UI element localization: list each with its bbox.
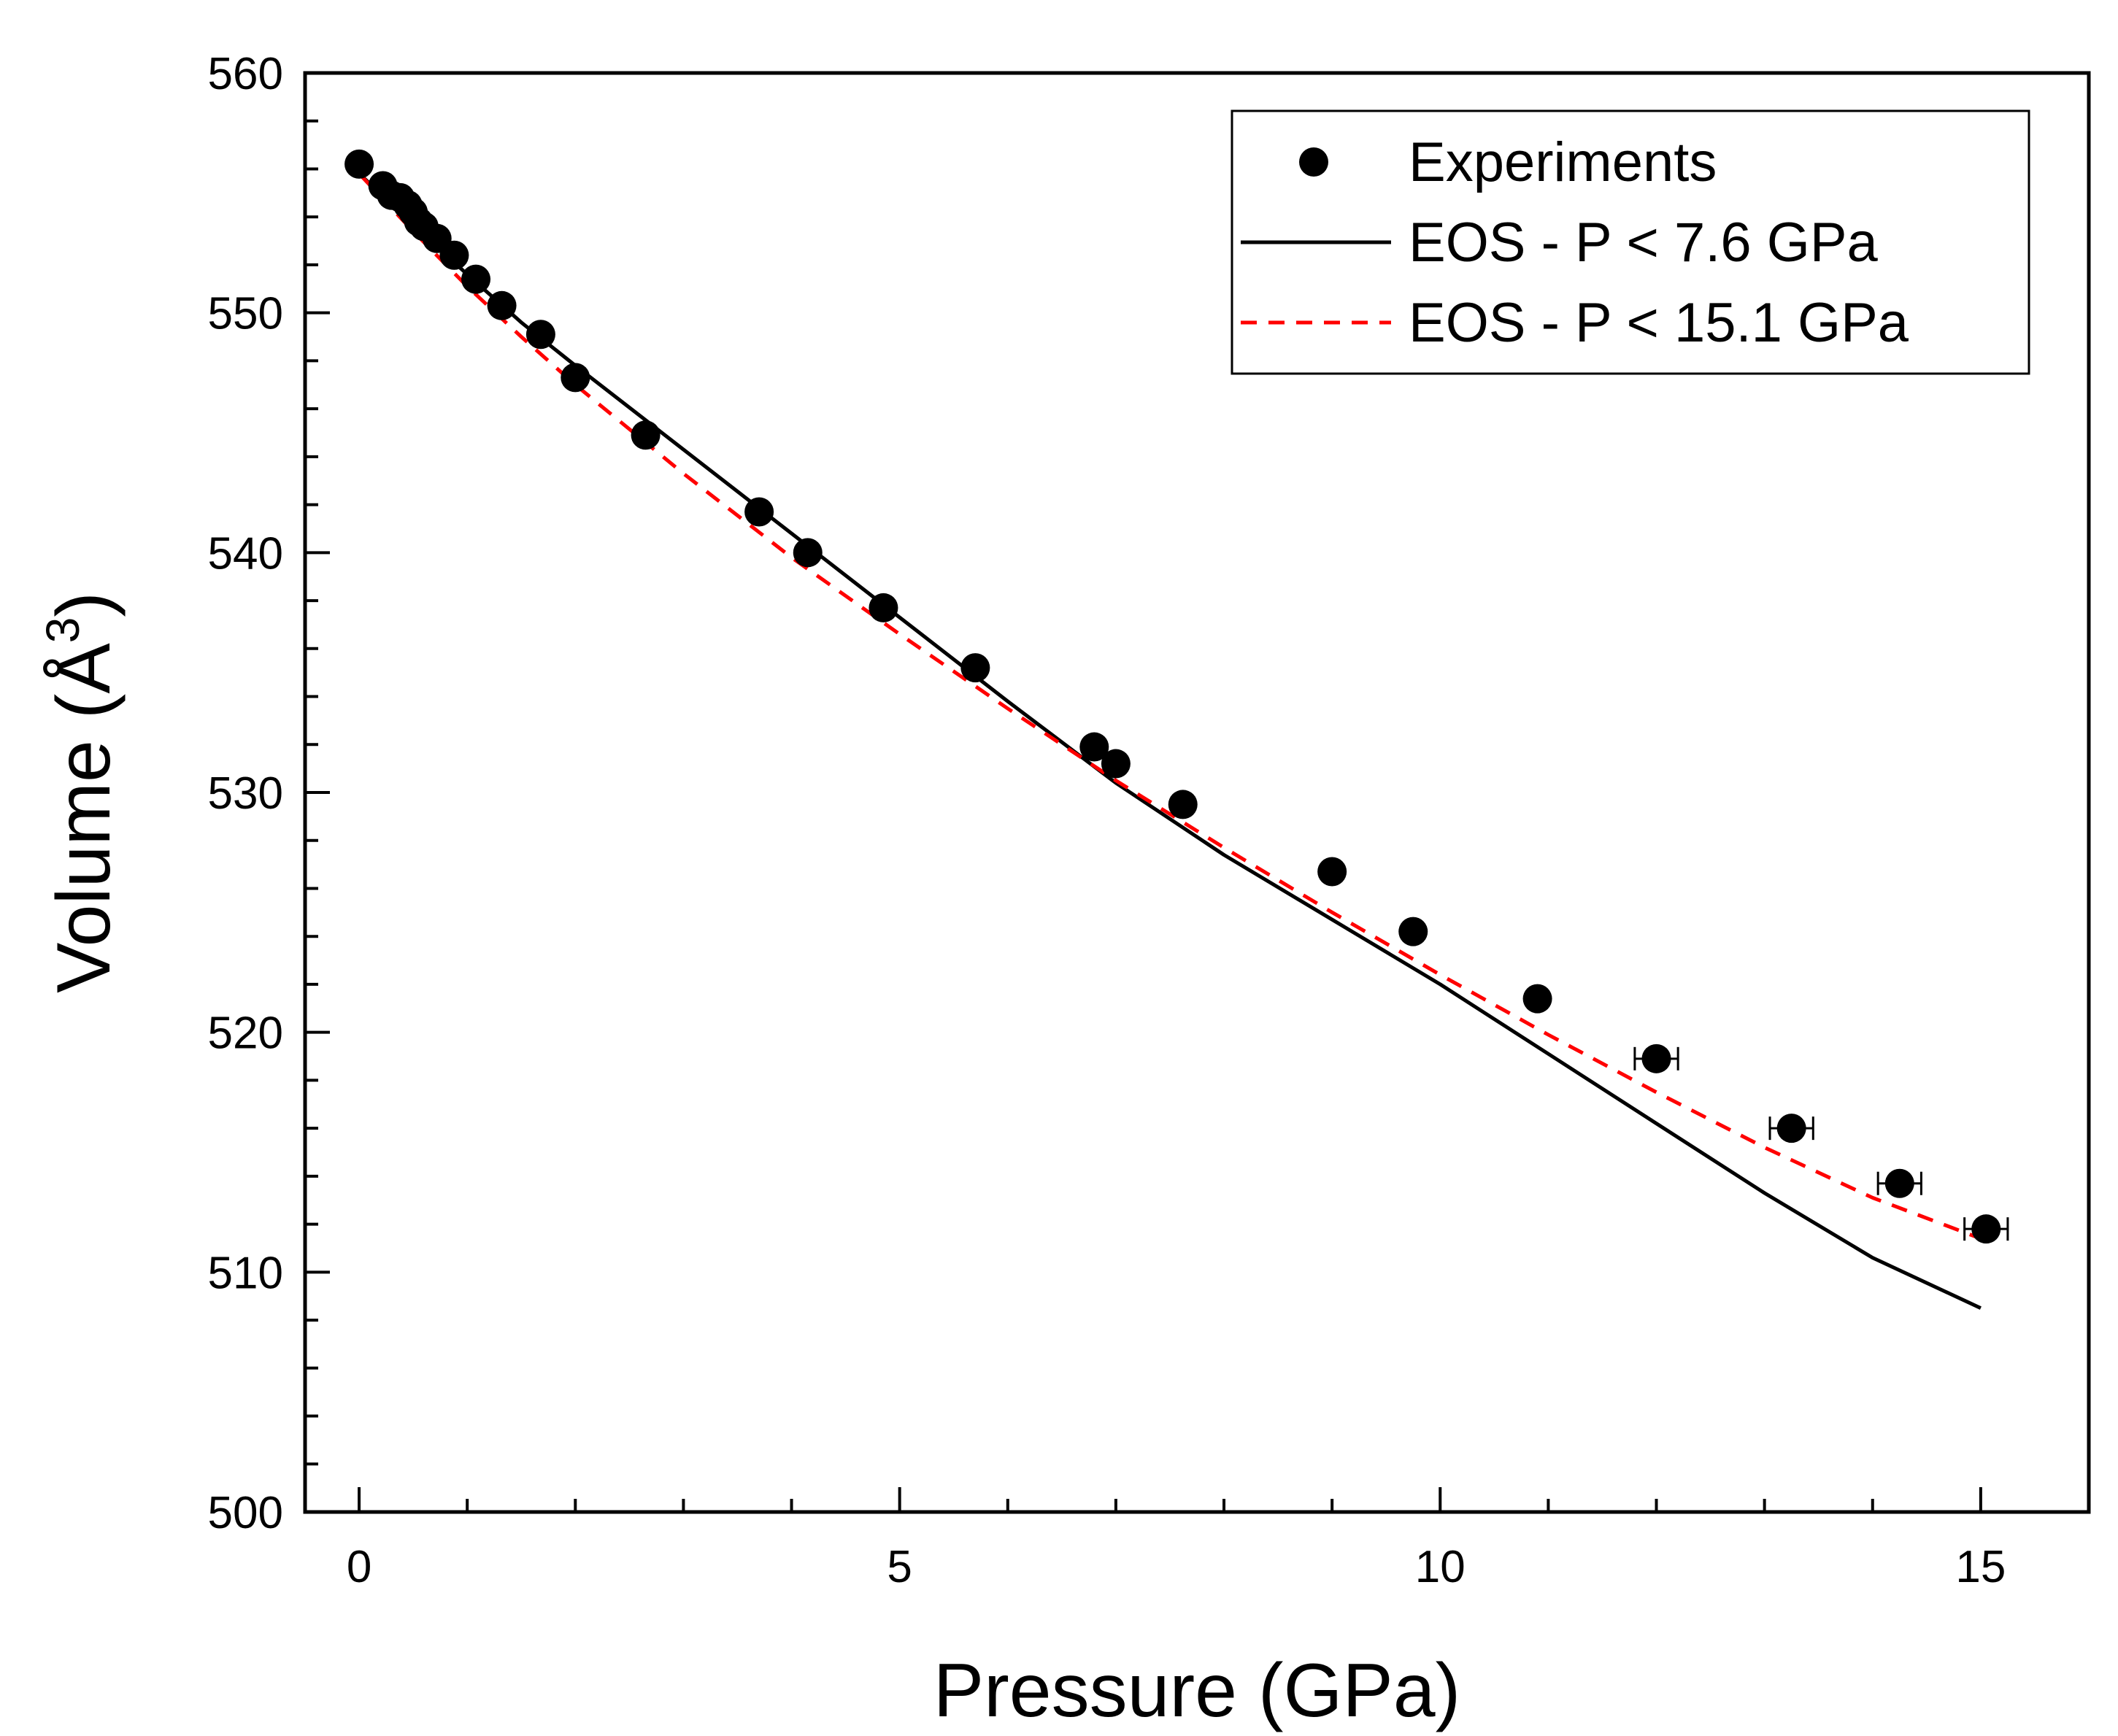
- data-point: [1522, 984, 1552, 1014]
- data-point: [487, 290, 517, 320]
- data-point: [1398, 917, 1428, 946]
- plot-area: [344, 149, 2009, 1310]
- data-point: [1884, 1168, 1914, 1198]
- data-point: [1079, 732, 1109, 762]
- y-tick-label: 500: [208, 1488, 283, 1538]
- y-tick-label: 540: [208, 528, 283, 579]
- data-point: [1641, 1043, 1671, 1073]
- y-tick-label: 520: [208, 1008, 283, 1059]
- data-point: [744, 497, 774, 527]
- data-point: [1971, 1214, 2001, 1244]
- y-tick-label: 560: [208, 49, 283, 99]
- data-point: [525, 320, 555, 350]
- data-point: [461, 264, 491, 294]
- x-axis: 0 5 10 15: [347, 1487, 2006, 1592]
- data-point: [561, 363, 590, 393]
- data-point: [960, 653, 990, 683]
- y-axis-title: Volume (Å3): [36, 592, 126, 993]
- x-tick-label: 5: [887, 1542, 912, 1592]
- data-point: [1101, 749, 1131, 779]
- data-point: [793, 538, 823, 568]
- data-point: [631, 420, 661, 450]
- x-tick-label: 15: [1955, 1542, 2006, 1592]
- legend-label-eos-7-6: EOS - P < 7.6 GPa: [1409, 212, 1879, 274]
- y-axis: 500 510 520 530 540 550 560: [208, 49, 330, 1538]
- x-tick-label: 0: [347, 1542, 371, 1592]
- y-axis-title-suffix: ): [42, 592, 126, 617]
- legend-marker-experiments: [1299, 147, 1328, 177]
- y-tick-label: 530: [208, 768, 283, 819]
- data-point: [1776, 1114, 1806, 1143]
- data-point: [869, 593, 898, 622]
- legend: Experiments EOS - P < 7.6 GPa EOS - P < …: [1231, 109, 2030, 375]
- data-point: [439, 240, 469, 270]
- x-tick-label: 10: [1415, 1542, 1466, 1592]
- y-axis-title-superscript: 3: [36, 617, 89, 644]
- eos-line-15-1-gpa: [358, 172, 1982, 1241]
- data-point: [1168, 790, 1198, 819]
- data-point: [1317, 857, 1347, 887]
- legend-label-experiments: Experiments: [1409, 131, 1717, 193]
- y-tick-label: 550: [208, 289, 283, 339]
- y-tick-label: 510: [208, 1248, 283, 1298]
- legend-label-eos-15-1: EOS - P < 15.1 GPa: [1409, 292, 1909, 354]
- y-axis-title-main: Volume (Å: [42, 643, 126, 993]
- data-point: [344, 149, 374, 179]
- x-axis-title: Pressure (GPa): [933, 1648, 1460, 1733]
